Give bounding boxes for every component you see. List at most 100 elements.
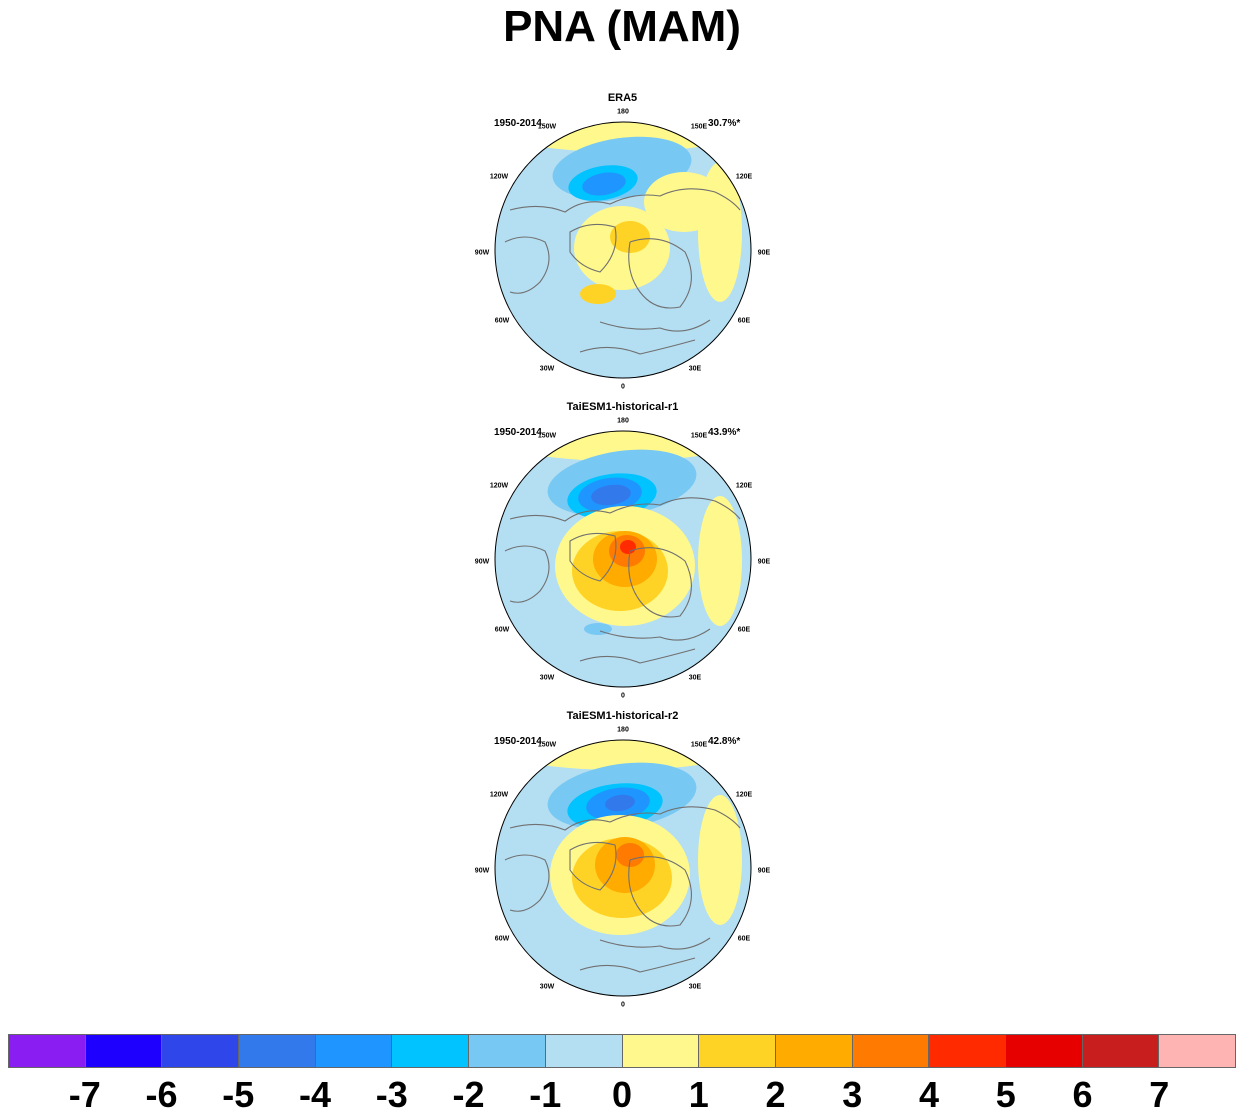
colorbar-box [852,1035,930,1067]
colorbar-box [1082,1035,1160,1067]
map-panel-r1: TaiESM1-historical-r1 1950-2014 43.9%* 1… [470,401,775,701]
colorbar-tick-label: 2 [765,1074,786,1115]
coastline [504,236,550,294]
longitude-label: 120W [489,482,509,490]
colorbar-box [929,1035,1006,1067]
variance-label: 43.9%* [708,427,741,438]
panel-title: ERA5 [607,92,638,104]
colorbar-box [392,1035,470,1067]
colorbar-box [162,1035,240,1067]
panel-title: TaiESM1-historical-r1 [566,401,679,413]
coastline [504,545,550,603]
contour-region [616,843,644,867]
coastline [599,937,711,950]
map-boundary [494,739,752,997]
contour-region [610,221,650,253]
colorbar-box [239,1035,316,1067]
colorbar-tick-label: 7 [1149,1074,1170,1115]
contour-region [698,496,742,626]
period-label: 1950-2014 [494,118,542,129]
colorbar [8,1034,1236,1068]
longitude-label: 150W [537,741,557,749]
coastline [579,339,696,355]
longitude-label: 150W [537,432,557,440]
longitude-label: 30E [688,674,702,682]
contour-region [591,484,631,506]
longitude-label: 90W [474,558,490,566]
longitude-label: 150E [690,741,708,749]
longitude-label: 120E [735,791,753,799]
longitude-label: 60E [737,626,751,634]
map-boundary [494,430,752,688]
longitude-label: 90W [474,867,490,875]
coastline [628,238,692,309]
longitude-label: 90W [474,249,490,257]
contour-region [620,540,636,554]
longitude-label: 60E [737,935,751,943]
longitude-label: 90E [757,867,771,875]
coastline [509,806,741,831]
polar-map [494,430,752,688]
variance-label: 42.8%* [708,736,741,747]
contour-region [698,795,742,925]
period-label: 1950-2014 [494,427,542,438]
coastline [509,497,741,522]
map-panel-r2: TaiESM1-historical-r2 1950-2014 42.8%* 1… [470,710,775,1010]
coastline [569,841,617,891]
longitude-label: 0 [621,383,625,391]
longitude-label: 30W [539,983,555,991]
map-panel-era5: ERA5 1950-2014 30.7%* 180 150E 120E 90E 60E 3… [470,92,775,392]
colorbar-box [9,1035,86,1067]
polar-map [494,121,752,379]
period-label: 1950-2014 [494,736,542,747]
colorbar-tick-label: 6 [1072,1074,1093,1115]
colorbar-box [469,1035,546,1067]
colorbar-tick-label: 5 [995,1074,1016,1115]
colorbar-box [1159,1035,1235,1067]
longitude-label: 150E [690,123,708,131]
contour-region [582,172,626,196]
longitude-label: 30W [539,365,555,373]
longitude-label: 180 [617,726,629,734]
contour-region [605,794,635,812]
colorbar-tick-label: -2 [452,1074,485,1115]
coastline [599,319,711,332]
panel-title: TaiESM1-historical-r2 [566,710,679,722]
colorbar-tick-label: -1 [529,1074,562,1115]
colorbar-tick-label: -4 [298,1074,332,1115]
coastline [599,628,711,641]
colorbar-box [545,1035,623,1067]
longitude-label: 150W [537,123,557,131]
longitude-label: 60W [494,626,510,634]
coastline [628,856,692,927]
longitude-label: 30E [688,983,702,991]
longitude-label: 30E [688,365,702,373]
longitude-label: 60E [737,317,751,325]
coastline [569,223,617,273]
colorbar-tick-label: 0 [611,1074,633,1115]
longitude-label: 120W [489,173,509,181]
longitude-label: 60W [494,935,510,943]
colorbar-tick-label: 1 [688,1074,709,1115]
longitude-label: 30W [539,674,555,682]
longitude-label: 120E [735,482,753,490]
colorbar-box [85,1035,163,1067]
coastline [509,188,741,213]
map-boundary [494,121,752,379]
longitude-label: 180 [617,108,629,116]
page-title: PNA (MAM) [503,2,741,51]
colorbar-box [315,1035,393,1067]
longitude-label: 120W [489,791,509,799]
longitude-label: 90E [757,249,771,257]
colorbar-box [775,1035,853,1067]
polar-map [494,739,752,997]
colorbar-tick-label: 4 [918,1074,940,1115]
colorbar-tick-label: -7 [68,1074,101,1115]
longitude-label: 0 [621,692,625,700]
longitude-label: 150E [690,432,708,440]
contour-region [580,284,616,304]
coastline [569,532,617,582]
colorbar-tick-label: -3 [375,1074,408,1115]
longitude-label: 180 [617,417,629,425]
colorbar-tick-label: 3 [842,1074,863,1115]
